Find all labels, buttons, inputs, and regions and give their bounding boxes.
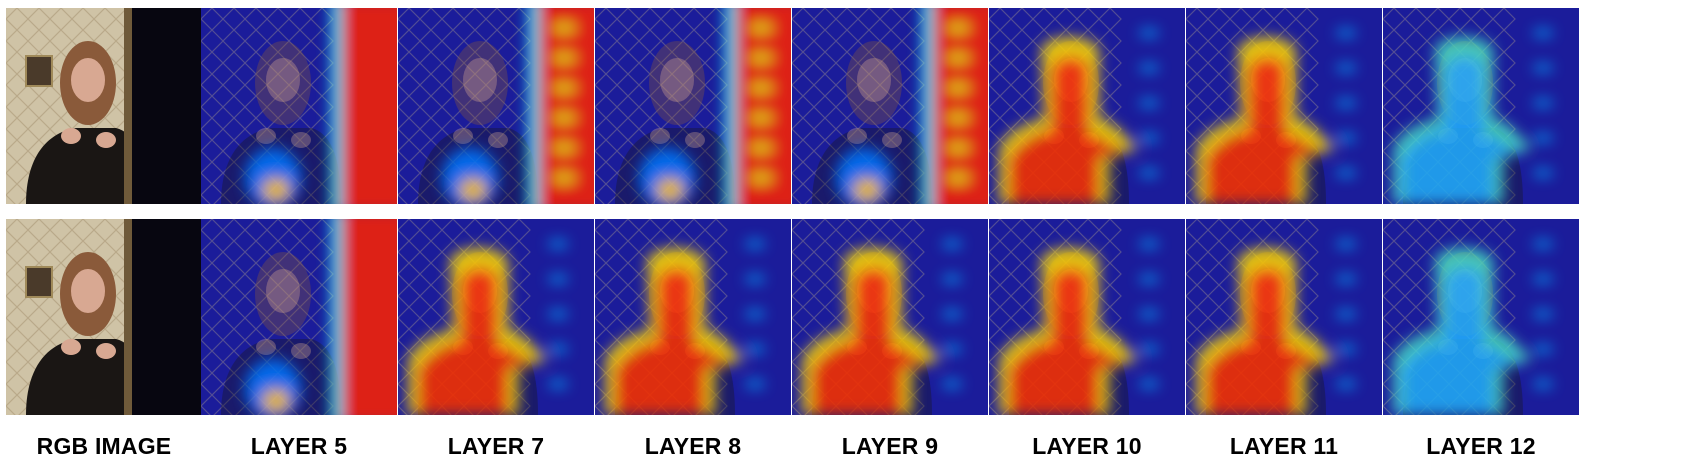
attention-heatmap <box>792 219 988 415</box>
column-label: LAYER 5 <box>250 433 348 459</box>
figure-column: LAYER 5 <box>201 0 397 463</box>
rgb-frame <box>6 219 202 415</box>
figure-column: LAYER 9 <box>792 0 988 463</box>
column-label: LAYER 7 <box>447 433 545 459</box>
attention-heatmap <box>1186 219 1382 415</box>
attention-heatmap <box>1383 219 1579 415</box>
column-label: RGB IMAGE <box>36 433 172 459</box>
figure-column: RGB IMAGE <box>6 0 202 463</box>
column-label: LAYER 8 <box>644 433 742 459</box>
figure-column: LAYER 8 <box>595 0 791 463</box>
attention-heatmap <box>989 8 1185 204</box>
attention-heatmap <box>201 219 397 415</box>
rgb-frame <box>6 8 202 204</box>
column-label: LAYER 12 <box>1426 433 1536 459</box>
attention-heatmap <box>1383 8 1579 204</box>
attention-heatmap <box>792 8 988 204</box>
column-label: LAYER 9 <box>841 433 939 459</box>
figure-column: LAYER 10 <box>989 0 1185 463</box>
attention-heatmap <box>1186 8 1382 204</box>
figure-column: LAYER 11 <box>1186 0 1382 463</box>
column-label: LAYER 10 <box>1032 433 1142 459</box>
column-label: LAYER 11 <box>1229 433 1339 459</box>
attention-heatmap <box>201 8 397 204</box>
attention-heatmap <box>989 219 1185 415</box>
figure-column: LAYER 12 <box>1383 0 1579 463</box>
figure-column: LAYER 7 <box>398 0 594 463</box>
attention-heatmap <box>398 8 594 204</box>
attention-heatmap <box>595 8 791 204</box>
attention-heatmap <box>398 219 594 415</box>
attention-heatmap <box>595 219 791 415</box>
